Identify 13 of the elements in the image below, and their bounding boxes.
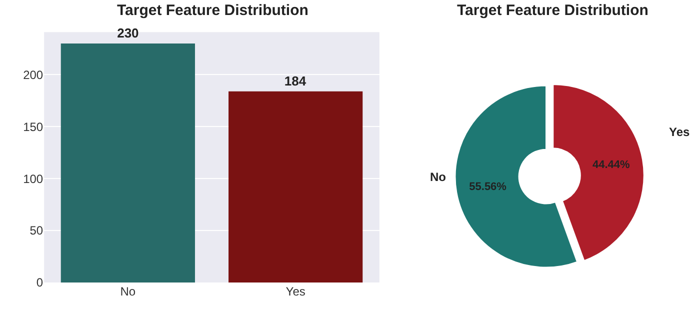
data-label: 230 (117, 26, 139, 41)
chart-title: Target Feature Distribution (117, 2, 308, 19)
data-label: 55.56% (469, 180, 507, 193)
y-tick-label: 150 (23, 120, 44, 134)
chart-title: Target Feature Distribution (457, 2, 648, 19)
y-tick-label: 50 (30, 224, 44, 238)
slice-label: Yes (669, 125, 690, 139)
slice-label: No (430, 170, 446, 184)
y-tick-label: 100 (23, 172, 44, 186)
y-tick-label: 0 (36, 276, 44, 290)
data-label: 184 (284, 73, 307, 88)
data-label: 44.44% (592, 159, 630, 172)
y-tick-label: 200 (23, 68, 44, 82)
